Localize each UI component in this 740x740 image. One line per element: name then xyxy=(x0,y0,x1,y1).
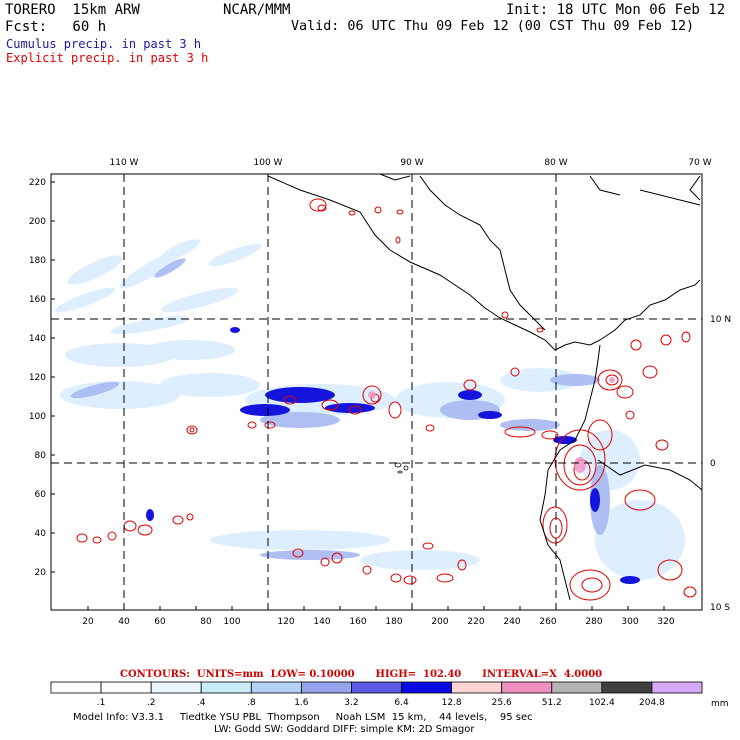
lat-label-10n: 10 N xyxy=(710,315,731,325)
colorbar-label: 102.4 xyxy=(589,698,615,708)
x-tick-120: 120 xyxy=(277,617,294,627)
y-tick-40: 40 xyxy=(35,529,47,539)
y-tick-labels: 220 200 180 160 140 120 100 80 60 40 20 xyxy=(29,178,46,578)
heavy-precip-cores xyxy=(368,377,615,473)
colorbar-swatch xyxy=(501,681,553,694)
y-tick-180: 180 xyxy=(29,256,46,266)
model-info-line2: LW: Godd SW: Goddard DIFF: simple KM: 2D… xyxy=(214,724,475,735)
colorbar-label: .2 xyxy=(147,698,156,708)
colorbar-unit: mm xyxy=(711,699,729,709)
colorbar-label: 51.2 xyxy=(542,698,562,708)
lon-label-110w: 110 W xyxy=(110,158,139,168)
x-tick-180: 180 xyxy=(385,617,402,627)
colorbar-label: 204.8 xyxy=(639,698,665,708)
colorbar-swatch xyxy=(100,681,152,694)
x-tick-160: 160 xyxy=(349,617,366,627)
y-tick-220: 220 xyxy=(29,178,46,188)
model-info-line1: Model Info: V3.3.1 Tiedtke YSU PBL Thomp… xyxy=(73,712,533,723)
lon-label-70w: 70 W xyxy=(688,158,711,168)
colorbar-swatch xyxy=(250,681,302,694)
y-tick-60: 60 xyxy=(35,490,47,500)
contour-info: CONTOURS: UNITS=mm LOW= 0.10000 HIGH= 10… xyxy=(120,669,602,680)
model-title: TORERO 15km ARW xyxy=(5,2,140,18)
x-tick-labels: 20 40 60 80 100 120 140 160 180 200 220 … xyxy=(82,617,675,627)
cumulus-field-label: Cumulus precip. in past 3 h xyxy=(6,37,202,51)
colorbar-swatch xyxy=(200,681,252,694)
lon-label-80w: 80 W xyxy=(544,158,567,168)
colorbar-swatch xyxy=(50,681,102,694)
lat-label-10s: 10 S xyxy=(710,603,730,613)
y-tick-20: 20 xyxy=(35,568,47,578)
cumulus-precip-heavy xyxy=(146,327,640,584)
x-tick-260: 260 xyxy=(539,617,556,627)
x-tick-200: 200 xyxy=(431,617,448,627)
y-tick-140: 140 xyxy=(29,334,46,344)
galapagos-islands xyxy=(394,462,409,474)
cumulus-precip-medium xyxy=(70,258,610,560)
x-axis xyxy=(87,606,665,610)
coastlines xyxy=(267,174,702,601)
colorbar-swatch xyxy=(551,681,603,694)
y-tick-160: 160 xyxy=(29,295,46,305)
forecast-hour: Fcst: 60 h xyxy=(5,19,107,35)
colorbar-swatch xyxy=(401,681,453,694)
colorbar-swatch xyxy=(601,681,653,694)
x-tick-100: 100 xyxy=(223,617,240,627)
colorbar-label: 1.6 xyxy=(294,698,309,708)
colorbar-swatch xyxy=(150,681,202,694)
x-tick-320: 320 xyxy=(657,617,674,627)
x-tick-300: 300 xyxy=(621,617,638,627)
colorbar-swatch xyxy=(300,681,352,694)
y-axis xyxy=(51,181,55,573)
colorbar-label: .1 xyxy=(97,698,106,708)
colorbar-label: .8 xyxy=(247,698,256,708)
init-time: Init: 18 UTC Mon 06 Feb 12 xyxy=(506,2,726,18)
colorbar-label: 25.6 xyxy=(492,698,512,708)
x-tick-220: 220 xyxy=(467,617,484,627)
x-tick-80: 80 xyxy=(200,617,212,627)
colorbar-label: 6.4 xyxy=(394,698,409,708)
organization-label: NCAR/MMM xyxy=(223,2,291,18)
latitude-labels: 10 N 0 10 S xyxy=(710,315,731,613)
x-tick-20: 20 xyxy=(82,617,94,627)
colorbar: .1 .2 .4 .8 1.6 3.2 6.4 12.8 25.6 51.2 102.4 204.8 xyxy=(50,681,703,708)
explicit-field-label: Explicit precip. in past 3 h xyxy=(6,51,209,65)
colorbar-label: .4 xyxy=(197,698,206,708)
x-tick-60: 60 xyxy=(154,617,166,627)
colorbar-label: 12.8 xyxy=(442,698,462,708)
x-tick-240: 240 xyxy=(503,617,520,627)
valid-time: Valid: 06 UTC Thu 09 Feb 12 (00 CST Thu … xyxy=(291,19,695,34)
y-tick-100: 100 xyxy=(29,412,46,422)
x-tick-40: 40 xyxy=(118,617,130,627)
graticule xyxy=(51,174,702,610)
colorbar-swatch xyxy=(651,681,703,694)
lon-label-100w: 100 W xyxy=(254,158,283,168)
longitude-labels: 110 W 100 W 90 W 80 W 70 W xyxy=(110,158,712,168)
lon-label-90w: 90 W xyxy=(400,158,423,168)
colorbar-swatch xyxy=(451,681,503,694)
lat-label-equator: 0 xyxy=(710,459,716,469)
y-tick-200: 200 xyxy=(29,217,46,227)
x-tick-280: 280 xyxy=(585,617,602,627)
colorbar-swatch xyxy=(351,681,402,694)
x-tick-140: 140 xyxy=(313,617,330,627)
y-tick-120: 120 xyxy=(29,373,46,383)
y-tick-80: 80 xyxy=(35,451,47,461)
colorbar-label: 3.2 xyxy=(344,698,358,708)
